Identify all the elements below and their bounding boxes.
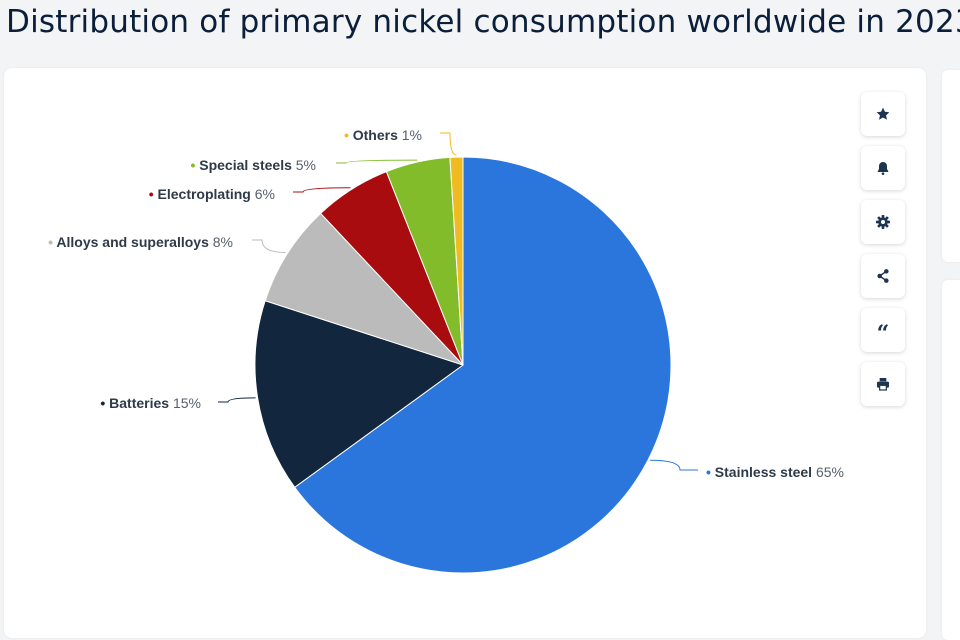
share-icon — [877, 269, 889, 283]
legend-bullet: • — [100, 395, 109, 411]
slice-category: Special steels — [199, 157, 292, 173]
leader-line-batteries — [218, 397, 256, 403]
slice-label-batteries: • Batteries 15% — [100, 395, 201, 411]
slice-label-alloys-and-superalloys: • Alloys and superalloys 8% — [48, 234, 233, 250]
printer-icon — [877, 378, 889, 391]
legend-bullet: • — [149, 186, 158, 202]
slice-category: Stainless steel — [715, 464, 812, 480]
slice-label-electroplating: • Electroplating 6% — [149, 186, 275, 202]
settings-button[interactable] — [861, 200, 905, 244]
legend-bullet: • — [48, 234, 56, 250]
page-title: Distribution of primary nickel consumpti… — [6, 4, 960, 40]
legend-bullet: • — [706, 464, 715, 480]
leader-line-stainless-steel — [650, 459, 698, 471]
cite-button[interactable]: “ — [861, 308, 905, 352]
legend-bullet: • — [344, 127, 353, 143]
slice-label-others: • Others 1% — [344, 127, 422, 143]
side-panel-bottom — [942, 280, 960, 640]
slice-labels: • Stainless steel 65%• Batteries 15%• Al… — [48, 127, 844, 480]
leader-line-electroplating — [293, 187, 351, 193]
pie-slice-batteries[interactable] — [254, 300, 465, 488]
slice-category: Batteries — [109, 395, 169, 411]
leader-line-alloys-and-superalloys — [252, 239, 286, 253]
pie-slice-alloys-and-superalloys[interactable] — [264, 212, 464, 366]
slice-value: 65% — [812, 464, 844, 480]
quote-icon: “ — [876, 321, 890, 347]
slice-category: Electroplating — [158, 186, 251, 202]
leader-line-others — [440, 132, 457, 156]
pie-slice-stainless-steel[interactable] — [294, 156, 672, 574]
slice-value: 5% — [292, 157, 316, 173]
slice-label-special-steels: • Special steels 5% — [190, 157, 316, 173]
slice-label-stainless-steel: • Stainless steel 65% — [706, 464, 844, 480]
leader-lines — [218, 132, 698, 471]
star-icon — [876, 107, 890, 120]
gear-icon — [876, 215, 890, 229]
bell-icon — [877, 162, 889, 175]
print-button[interactable] — [861, 362, 905, 406]
slice-value: 1% — [398, 127, 422, 143]
slice-value: 15% — [169, 395, 201, 411]
pie-slice-others[interactable] — [449, 156, 464, 366]
pie-slices — [254, 156, 672, 574]
leader-line-special-steels — [336, 159, 418, 164]
favorite-button[interactable] — [861, 92, 905, 136]
slice-value: 6% — [251, 186, 275, 202]
chart-toolbar: “ — [861, 92, 905, 416]
share-button[interactable] — [861, 254, 905, 298]
legend-bullet: • — [190, 157, 199, 173]
slice-category: Alloys and superalloys — [56, 234, 209, 250]
slice-category: Others — [353, 127, 398, 143]
notification-button[interactable] — [861, 146, 905, 190]
slice-value: 8% — [209, 234, 233, 250]
side-panel-top — [942, 70, 960, 262]
